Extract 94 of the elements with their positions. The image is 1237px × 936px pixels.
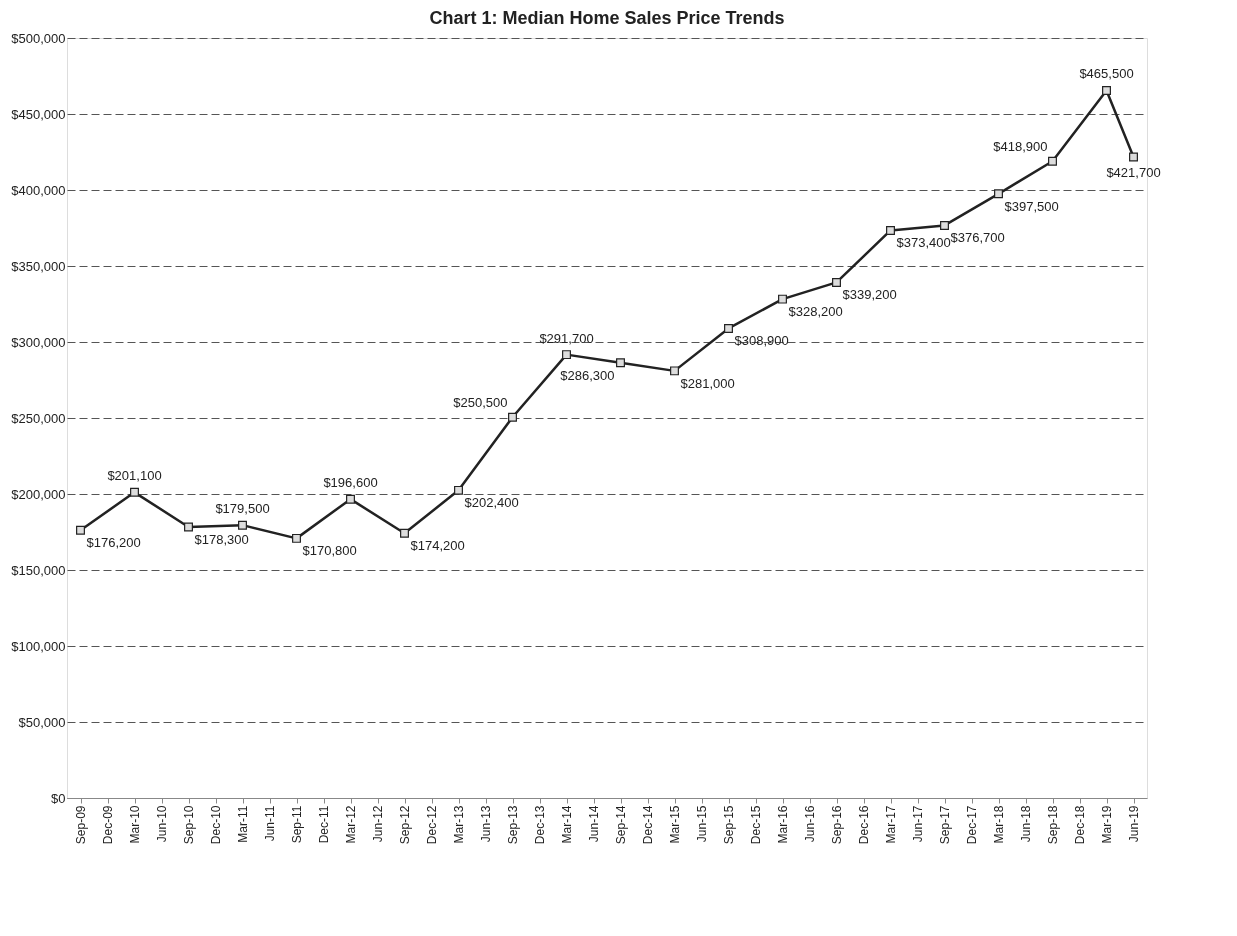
x-tick-label: Dec-18 <box>1073 805 1087 845</box>
point <box>778 294 787 304</box>
data-label: $465,500 <box>1079 66 1134 82</box>
point <box>1102 85 1111 95</box>
x-tick-label: Jun-10 <box>155 805 169 843</box>
point <box>454 485 463 495</box>
x-tick-label: Dec-10 <box>209 805 223 845</box>
data-label: $421,700 <box>1106 165 1161 181</box>
point <box>886 225 895 235</box>
x-tick-label: Mar-12 <box>344 805 358 844</box>
x-tick-label: Sep-14 <box>614 805 628 845</box>
point <box>130 487 139 497</box>
x-tick-label: Mar-16 <box>776 805 790 844</box>
x-tick-label: Dec-12 <box>425 805 439 845</box>
point <box>1129 152 1138 162</box>
y-tick-label: $0 <box>51 790 66 806</box>
x-tick-label: Dec-16 <box>857 805 871 845</box>
y-tick-label: $100,000 <box>11 638 66 654</box>
data-label: $339,200 <box>842 287 897 303</box>
x-tick-label: Jun-17 <box>911 805 925 843</box>
x-tick-label: Jun-18 <box>1019 805 1033 843</box>
point <box>562 350 571 360</box>
data-label: $176,200 <box>86 535 141 551</box>
x-tick-label: Mar-10 <box>128 805 142 844</box>
point <box>1048 156 1057 166</box>
x-tick-label: Mar-15 <box>668 805 682 844</box>
data-label: $376,700 <box>950 230 1005 246</box>
point <box>400 528 409 538</box>
y-tick-label: $200,000 <box>11 486 66 502</box>
data-label: $286,300 <box>560 367 615 383</box>
y-tick-label: $350,000 <box>11 258 66 274</box>
x-tick-label: Sep-15 <box>722 805 736 845</box>
data-label: $250,500 <box>453 395 508 411</box>
x-tick-label: Jun-14 <box>587 805 601 843</box>
x-tick-label: Jun-11 <box>263 805 277 842</box>
x-tick-label: Dec-14 <box>641 805 655 845</box>
data-label: $397,500 <box>1004 198 1059 214</box>
y-tick-label: $150,000 <box>11 562 66 578</box>
y-tick-label: $400,000 <box>11 182 66 198</box>
data-label: $328,200 <box>788 304 843 320</box>
data-label: $281,000 <box>680 375 735 391</box>
point <box>346 494 355 504</box>
point <box>292 533 301 543</box>
point <box>832 277 841 287</box>
x-tick-label: Mar-19 <box>1100 805 1114 844</box>
x-tick-label: Mar-11 <box>236 805 250 843</box>
x-tick-label: Mar-17 <box>884 805 898 844</box>
x-tick-label: Dec-11 <box>317 805 331 844</box>
data-label: $201,100 <box>107 468 162 484</box>
x-tick-label: Sep-16 <box>830 805 844 845</box>
x-tick-label: Dec-09 <box>101 805 115 845</box>
y-tick-label: $50,000 <box>18 714 66 730</box>
data-label: $308,900 <box>734 333 789 349</box>
data-label: $373,400 <box>896 235 951 251</box>
x-tick-label: Jun-13 <box>479 805 493 843</box>
x-tick-label: Dec-17 <box>965 805 979 845</box>
point <box>508 412 517 422</box>
data-label: $202,400 <box>464 495 519 511</box>
point <box>994 189 1003 199</box>
chart-title: Chart 1: Median Home Sales Price Trends <box>429 8 785 28</box>
data-label: $179,500 <box>215 501 270 517</box>
x-tick-label: Jun-16 <box>803 805 817 843</box>
data-label: $178,300 <box>194 531 249 547</box>
point <box>724 324 733 333</box>
x-tick-label: Jun-12 <box>371 805 385 843</box>
x-tick-label: Sep-17 <box>938 805 952 845</box>
point <box>670 366 679 376</box>
data-label: $196,600 <box>323 475 378 491</box>
point <box>76 525 85 535</box>
x-tick-label: Dec-15 <box>749 805 763 845</box>
point <box>616 358 625 368</box>
data-label: $174,200 <box>410 538 465 554</box>
x-tick-label: Mar-14 <box>560 805 574 844</box>
data-label: $170,800 <box>302 543 357 559</box>
point <box>940 220 949 230</box>
x-tick-label: Jun-19 <box>1127 805 1141 843</box>
x-tick-label: Sep-13 <box>506 805 520 845</box>
data-label: $291,700 <box>539 330 594 346</box>
x-tick-label: Jun-15 <box>695 805 709 843</box>
data-label: $418,900 <box>993 139 1048 155</box>
y-tick-label: $250,000 <box>11 410 66 426</box>
x-tick-label: Sep-12 <box>398 805 412 845</box>
x-tick-label: Sep-11 <box>290 805 304 844</box>
x-tick-label: Dec-13 <box>533 805 547 845</box>
x-tick-label: Sep-18 <box>1046 805 1060 845</box>
x-tick-label: Mar-13 <box>452 805 466 844</box>
x-tick-label: Sep-10 <box>182 805 196 845</box>
point <box>184 522 193 532</box>
y-tick-label: $300,000 <box>11 334 66 350</box>
point <box>238 520 247 530</box>
y-tick-label: $500,000 <box>11 30 66 46</box>
x-tick-label: Sep-09 <box>74 805 88 845</box>
x-tick-label: Mar-18 <box>992 805 1006 844</box>
y-tick-label: $450,000 <box>11 106 66 122</box>
